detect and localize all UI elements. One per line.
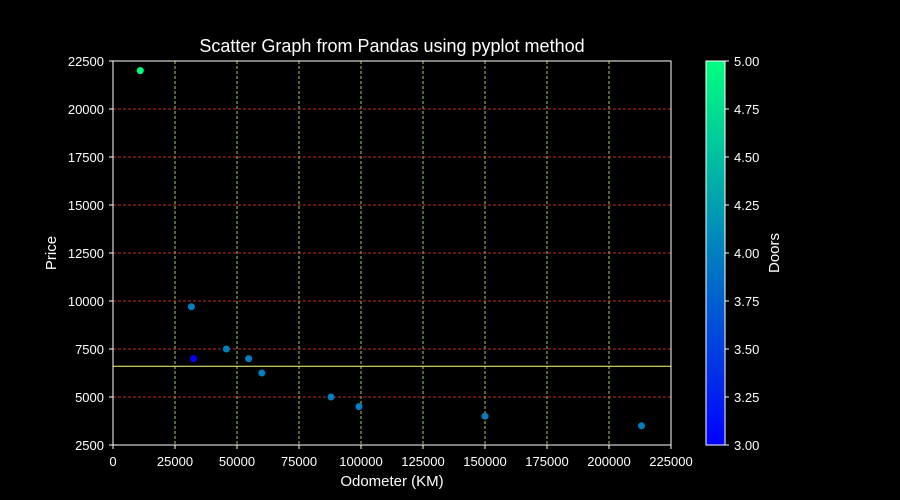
colorbar-tick-label: 3.50 — [734, 342, 759, 357]
scatter-point — [258, 369, 266, 377]
x-tick-label: 75000 — [281, 454, 317, 469]
scatter-point — [222, 345, 230, 353]
colorbar-gradient — [705, 60, 726, 446]
tick-labels: 0 25000 50000 75000 100000 125000 150000 175000… — [68, 54, 693, 469]
y-tick-label: 22500 — [68, 54, 104, 69]
y-tick-label: 15000 — [68, 198, 104, 213]
x-tick-label: 50000 — [219, 454, 255, 469]
colorbar-tick-label: 3.75 — [734, 294, 759, 309]
colorbar-tick-label: 3.25 — [734, 390, 759, 405]
colorbar-tick-label: 4.00 — [734, 246, 759, 261]
x-tick-label: 100000 — [339, 454, 382, 469]
data-points — [136, 67, 645, 430]
y-tick-label: 12500 — [68, 246, 104, 261]
x-tick-label: 175000 — [525, 454, 568, 469]
plot-frame — [112, 60, 672, 446]
colorbar: 3.00 3.25 3.50 3.75 4.00 4.25 4.50 4.75 5.00 Doo… — [705, 54, 783, 453]
y-tick-label: 7500 — [75, 342, 104, 357]
x-axis-label: Odometer (KM) — [340, 473, 443, 490]
scatter-point — [245, 355, 253, 363]
x-tick-label: 25000 — [157, 454, 193, 469]
colorbar-tick-label: 4.25 — [734, 198, 759, 213]
scatter-point — [136, 67, 144, 75]
y-tick-label: 20000 — [68, 102, 104, 117]
colorbar-label: Doors — [766, 233, 783, 273]
scatter-point — [327, 393, 335, 401]
grid-layer — [113, 61, 671, 445]
colorbar-tick-label: 3.00 — [734, 438, 759, 453]
scatter-point — [637, 422, 645, 430]
y-tick-label: 10000 — [68, 294, 104, 309]
y-axis-label: Price — [43, 236, 60, 270]
scatter-point — [355, 403, 363, 411]
chart-title: Scatter Graph from Pandas using pyplot m… — [199, 36, 584, 56]
y-tick-label: 5000 — [75, 390, 104, 405]
scatter-point — [190, 355, 198, 363]
y-tick-label: 17500 — [68, 150, 104, 165]
x-tick-label: 125000 — [401, 454, 444, 469]
x-tick-label: 200000 — [587, 454, 630, 469]
x-tick-label: 150000 — [463, 454, 506, 469]
colorbar-tick-label: 4.75 — [734, 102, 759, 117]
scatter-point — [481, 412, 489, 420]
colorbar-tick-label: 5.00 — [734, 54, 759, 69]
colorbar-tick-label: 4.50 — [734, 150, 759, 165]
y-tick-label: 2500 — [75, 438, 104, 453]
x-tick-label: 225000 — [649, 454, 692, 469]
x-tick-label: 0 — [109, 454, 116, 469]
colorbar-ticks: 3.00 3.25 3.50 3.75 4.00 4.25 4.50 4.75 5.00 — [725, 54, 759, 453]
scatter-point — [187, 303, 195, 311]
